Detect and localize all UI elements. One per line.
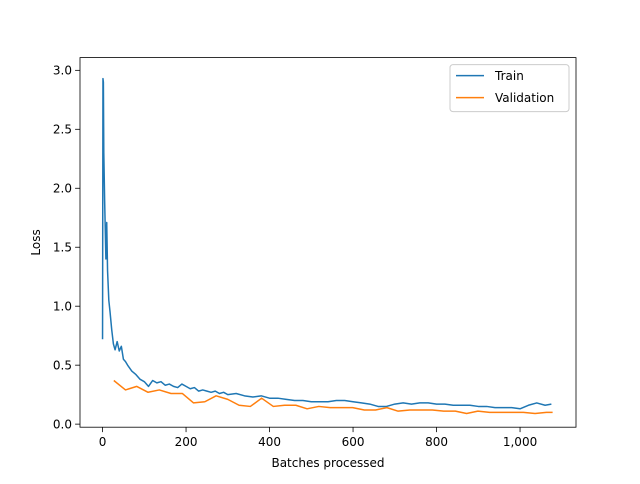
legend-label-validation: Validation (495, 91, 554, 105)
y-tick-label: 0.5 (53, 358, 72, 372)
series-line-train (101, 77, 552, 410)
y-tick-label: 2.5 (53, 123, 72, 137)
y-tick-label: 1.0 (53, 300, 72, 314)
y-tick-label: 3.0 (53, 64, 72, 78)
x-tick-label: 200 (175, 435, 198, 449)
x-tick-label: 1,000 (503, 435, 537, 449)
plot-frame (79, 57, 577, 428)
x-axis: 0 200 400 600 800 1,000 (99, 427, 537, 449)
x-tick-label: 0 (99, 435, 107, 449)
series-line-validation (113, 379, 553, 415)
series-lines (101, 77, 553, 415)
legend: Train Validation (449, 64, 570, 113)
y-tick-label: 2.0 (53, 182, 72, 196)
y-tick-label: 0.0 (53, 417, 72, 431)
x-axis-label: Batches processed (271, 456, 384, 470)
x-tick-label: 800 (425, 435, 448, 449)
x-tick-label: 400 (258, 435, 281, 449)
y-axis-label: Loss (29, 229, 43, 255)
x-tick-label: 600 (342, 435, 365, 449)
legend-label-train: Train (494, 69, 524, 83)
y-tick-label: 1.5 (53, 241, 72, 255)
y-axis: 0.0 0.5 1.0 1.5 2.0 2.5 3.0 (53, 64, 80, 431)
